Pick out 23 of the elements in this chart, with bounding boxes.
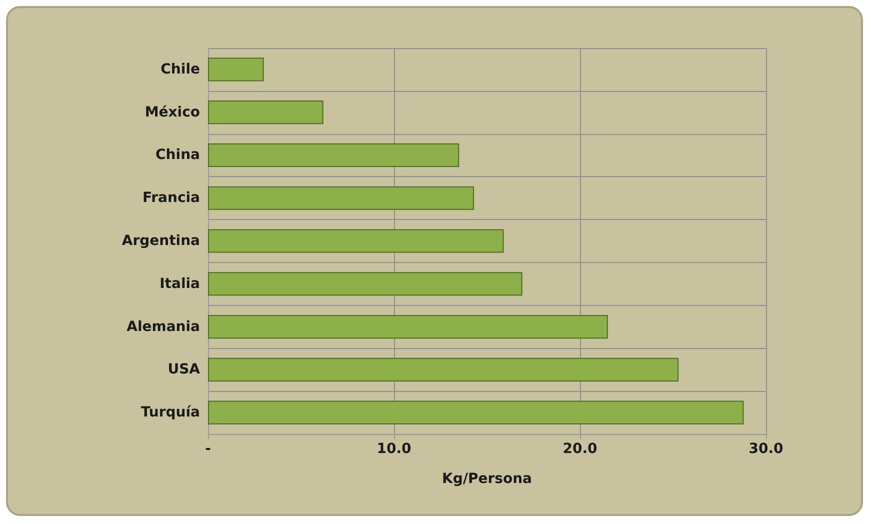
bar	[208, 314, 608, 339]
y-tick-label: Argentina	[122, 233, 200, 249]
bar	[208, 400, 744, 424]
x-tick-label: -	[205, 441, 212, 457]
y-tick-label: Turquía	[140, 404, 200, 421]
bar	[208, 358, 679, 382]
x-tick-label: 30.0	[748, 441, 784, 457]
bar	[208, 58, 264, 82]
y-tick-label: Alemania	[126, 318, 200, 335]
x-axis-title: Kg/Persona	[442, 471, 532, 487]
y-tick-label: Francia	[142, 190, 200, 206]
y-tick-label: Italia	[160, 276, 200, 292]
y-tick-label: USA	[168, 362, 200, 378]
bar	[208, 100, 324, 124]
x-tick-label: 20.0	[562, 441, 598, 457]
y-tick-label: China	[156, 147, 200, 164]
y-tick-label: Chile	[160, 61, 200, 78]
bar	[208, 229, 504, 253]
bar	[208, 143, 460, 168]
x-tick-label: 10.0	[376, 441, 412, 457]
bar	[208, 186, 474, 210]
bar	[208, 272, 522, 296]
y-tick-label: México	[144, 104, 200, 120]
